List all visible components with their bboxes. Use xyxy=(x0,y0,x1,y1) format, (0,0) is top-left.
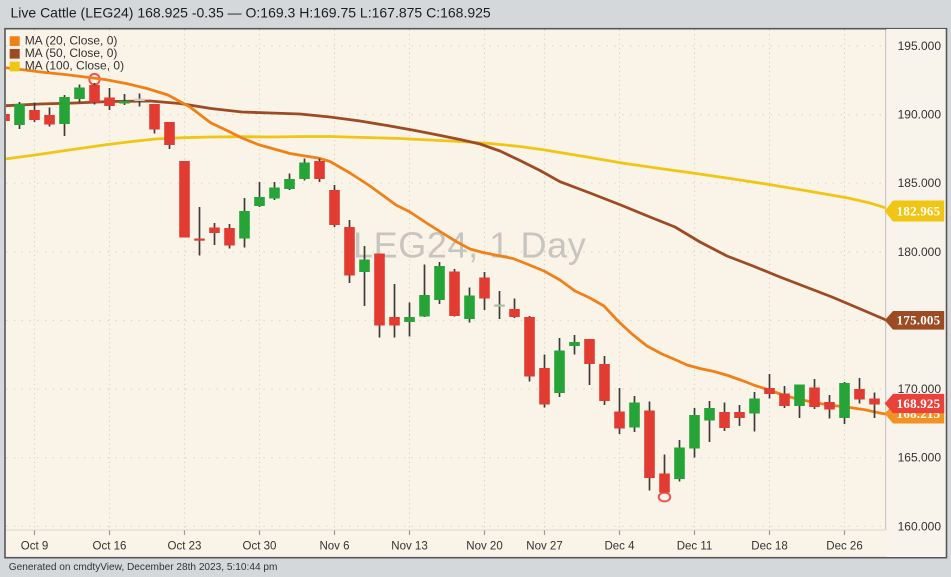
svg-text:Generated on cmdtyView, Decemb: Generated on cmdtyView, December 28th 20… xyxy=(9,562,278,573)
svg-text:Nov 27: Nov 27 xyxy=(526,541,562,553)
svg-text:Nov 6: Nov 6 xyxy=(319,541,349,553)
svg-text:168.925: 168.925 xyxy=(897,396,941,411)
svg-text:MA (50, Close, 0): MA (50, Close, 0) xyxy=(25,46,118,60)
svg-text:MA (100, Close, 0): MA (100, Close, 0) xyxy=(25,59,124,73)
svg-text:Oct 23: Oct 23 xyxy=(168,541,202,553)
svg-text:Oct 9: Oct 9 xyxy=(21,541,48,553)
svg-text:Nov 13: Nov 13 xyxy=(391,541,427,553)
svg-text:185.000: 185.000 xyxy=(898,176,942,190)
svg-text:Dec 4: Dec 4 xyxy=(604,541,635,553)
svg-text:165.000: 165.000 xyxy=(898,451,942,465)
svg-text:175.005: 175.005 xyxy=(897,313,941,328)
svg-text:170.000: 170.000 xyxy=(898,382,942,396)
svg-text:180.000: 180.000 xyxy=(898,245,942,259)
svg-text:Oct 30: Oct 30 xyxy=(243,541,277,553)
svg-text:Dec 18: Dec 18 xyxy=(751,541,787,553)
svg-text:Nov 20: Nov 20 xyxy=(466,541,502,553)
svg-text:182.965: 182.965 xyxy=(897,203,941,218)
svg-text:Dec 26: Dec 26 xyxy=(826,541,862,553)
svg-text:160.000: 160.000 xyxy=(898,519,942,533)
svg-text:LEG24, 1 Day: LEG24, 1 Day xyxy=(353,225,586,266)
svg-text:Oct 16: Oct 16 xyxy=(93,541,127,553)
svg-text:Dec 11: Dec 11 xyxy=(677,541,713,553)
svg-text:195.000: 195.000 xyxy=(898,39,942,53)
svg-text:MA (20, Close, 0): MA (20, Close, 0) xyxy=(25,33,118,47)
svg-text:190.000: 190.000 xyxy=(898,108,942,122)
svg-text:Live Cattle (LEG24) 168.925 -0: Live Cattle (LEG24) 168.925 -0.35 — O:16… xyxy=(11,5,491,21)
